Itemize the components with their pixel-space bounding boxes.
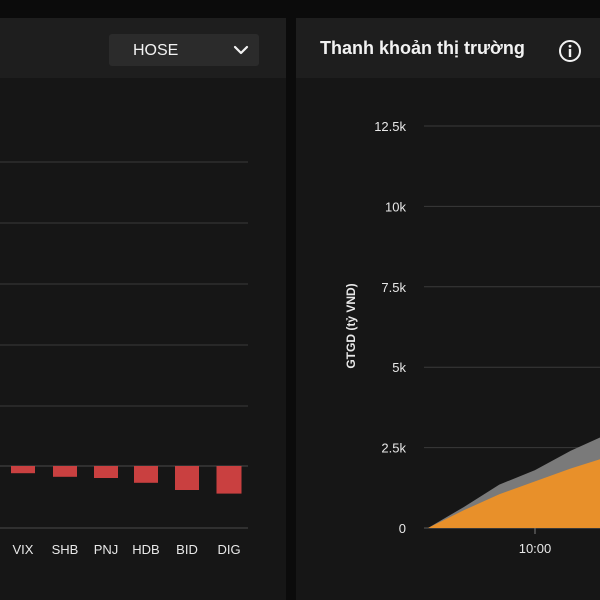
top-movers-panel: HOSE VIX SHB PNJ HDB BID DIG — [0, 18, 286, 600]
y-tick-label: 2.5k — [381, 441, 406, 456]
x-tick-label: BID — [176, 542, 198, 557]
market-liquidity-area-chart: 0 2.5k 5k 7.5k 10k 12.5k 10:00 GTGD (tỷ VND) — [344, 119, 600, 556]
y-axis-label: GTGD (tỷ VND) — [344, 283, 358, 368]
y-tick-label: 5k — [392, 360, 406, 375]
panel-title: Thanh khoản thị trường — [320, 38, 525, 58]
y-tick-label: 7.5k — [381, 280, 406, 295]
x-tick-label: SHB — [52, 542, 79, 557]
x-tick-label: HDB — [132, 542, 159, 557]
exchange-dropdown[interactable]: HOSE — [109, 34, 259, 66]
x-tick-label: PNJ — [94, 542, 119, 557]
top-movers-header: HOSE — [0, 18, 286, 78]
bar — [11, 466, 35, 474]
top-movers-bar-chart: VIX SHB PNJ HDB BID DIG — [0, 161, 248, 557]
market-liquidity-header: Thanh khoản thị trường — [296, 18, 600, 78]
bar — [94, 466, 118, 478]
bar — [53, 466, 77, 477]
x-tick-label: 10:00 — [519, 541, 552, 556]
bar — [175, 466, 199, 490]
area-series — [428, 459, 600, 528]
chevron-down-icon — [233, 45, 249, 55]
y-tick-label: 0 — [399, 521, 406, 536]
x-tick-label: VIX — [13, 542, 34, 557]
x-tick-label: DIG — [217, 542, 240, 557]
y-tick-label: 10k — [385, 199, 406, 214]
y-tick-label: 12.5k — [374, 119, 406, 134]
market-liquidity-panel: Thanh khoản thị trường 0 2.5k 5k 7.5k 10k 12.… — [296, 18, 600, 600]
info-icon[interactable] — [558, 39, 582, 63]
exchange-dropdown-label: HOSE — [133, 42, 179, 59]
bar — [134, 466, 158, 483]
bar — [216, 466, 242, 494]
